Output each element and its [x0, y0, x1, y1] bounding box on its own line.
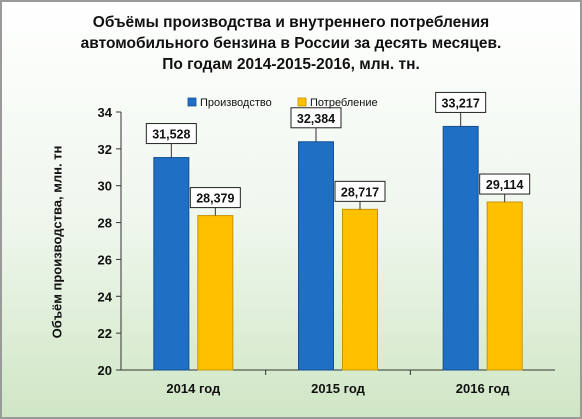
y-tick-label: 26: [98, 252, 112, 267]
legend-label: Потребление: [310, 97, 378, 109]
data-label-box: [290, 107, 342, 129]
data-label: 29,114: [486, 178, 524, 192]
data-label: 28,717: [341, 185, 379, 199]
data-label: 28,379: [196, 192, 234, 206]
data-label-box: [334, 180, 386, 202]
data-label: 31,528: [152, 128, 190, 142]
bar-consumption: [342, 208, 378, 371]
data-label-box: [145, 123, 197, 145]
x-tick-label: 2014 год: [166, 381, 221, 396]
chart-title: Объёмы производства и внутреннего потреб…: [2, 12, 580, 75]
data-label: 33,217: [442, 96, 480, 110]
y-tick-label: 32: [98, 142, 112, 157]
bar-consumption: [197, 215, 234, 371]
bar-consumption: [486, 201, 523, 371]
x-tick-label: 2015 год: [311, 381, 366, 396]
data-label: 32,384: [297, 112, 335, 126]
y-tick-label: 30: [98, 179, 112, 194]
data-label-box: [479, 173, 531, 195]
bar-production: [298, 141, 334, 371]
bar-production: [153, 157, 190, 371]
chart-title-line-2: автомобильного бензина в России за десят…: [80, 35, 502, 52]
legend-swatch-production: [187, 97, 197, 107]
data-label-box: [189, 187, 241, 209]
chart-title-line-3: По годам 2014-2015-2016, млн. тн.: [162, 56, 420, 73]
x-tick-label: 2016 год: [456, 381, 511, 396]
y-tick-label: 28: [98, 216, 112, 231]
data-label-box: [435, 91, 487, 113]
legend-label: Производство: [200, 97, 272, 109]
y-tick-label: 24: [98, 289, 113, 304]
chart-title-line-1: Объёмы производства и внутреннего потреб…: [92, 14, 490, 31]
y-tick-label: 20: [98, 363, 112, 378]
y-tick-label: 22: [98, 326, 112, 341]
y-tick-label: 34: [98, 105, 113, 120]
bar-production: [442, 125, 479, 371]
legend-swatch-consumption: [297, 97, 307, 107]
